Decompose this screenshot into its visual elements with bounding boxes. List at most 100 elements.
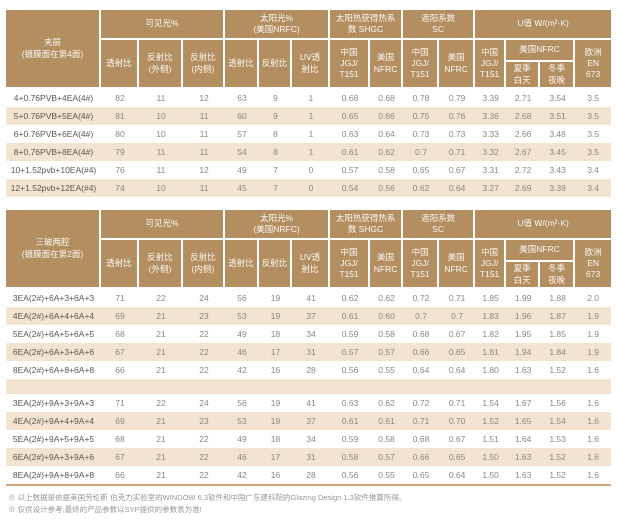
value-cell: 11 xyxy=(139,143,183,161)
value-cell: 34 xyxy=(306,329,316,339)
value-cell: 1.85 xyxy=(549,329,566,339)
value-cell: 1.6 xyxy=(587,434,600,444)
value-cell: 22 xyxy=(199,365,209,375)
value-cell: 56 xyxy=(237,398,247,408)
col-group-shgc: 太阳热获得热系 数 SHGC xyxy=(330,210,404,240)
value-cell: 0.71 xyxy=(448,398,466,408)
col-shgc-us: 美国 NFRC xyxy=(370,40,404,89)
value-cell: 21 xyxy=(156,329,166,339)
value-cell: 22 xyxy=(156,293,166,303)
value-cell: 1.96 xyxy=(506,307,541,325)
col-group-sc: 遮阳系数 SC xyxy=(403,10,476,40)
value-cell: 21 xyxy=(139,448,183,466)
value-cell: 0.73 xyxy=(412,129,430,139)
value-cell: 2.0 xyxy=(587,293,600,303)
value-cell: 66 xyxy=(115,365,125,375)
value-cell: 1.56 xyxy=(549,398,566,408)
value-cell: 0.73 xyxy=(448,129,466,139)
value-cell: 3.51 xyxy=(540,107,576,125)
value-cell: 11 xyxy=(183,179,226,197)
table-row: 5EA(2#)+6A+5+6A+5 68 21 22 49 18 34 0.59 0.58 0.6… xyxy=(6,325,611,343)
value-cell: 46 xyxy=(225,448,260,466)
col-group-u-value: U值 W/(m²·K) xyxy=(475,10,612,40)
value-cell: 0.76 xyxy=(439,107,476,125)
value-cell: 3.27 xyxy=(475,179,507,197)
value-cell: 3.5 xyxy=(587,129,600,139)
value-cell: 1.64 xyxy=(514,434,532,444)
row-group-title: 三玻两腔 (镀膜面在第2面) xyxy=(6,210,101,289)
table-row: 4EA(2#)+6A+4+6A+4 69 21 23 53 19 37 0.61 0.60 0.7… xyxy=(6,307,612,325)
value-cell: 3.5 xyxy=(575,143,612,161)
value-cell: 11 xyxy=(199,129,209,139)
col-group-visible-light: 可见光% xyxy=(101,10,226,40)
value-cell: 3.31 xyxy=(482,165,499,175)
table-row: 5+0.76PVB+5EA(4#) 81 10 11 60 9 1 0.65 0.66 0.75 0… xyxy=(6,107,612,125)
value-cell: 2.67 xyxy=(506,143,541,161)
row-label: 6EA(2#)+6A+3+6A+6 xyxy=(6,343,101,361)
value-cell: 24 xyxy=(199,398,209,408)
value-cell: 41 xyxy=(306,398,316,408)
value-cell: 8 xyxy=(259,143,293,161)
value-cell: 0.75 xyxy=(403,107,440,125)
row-label: 6EA(2#)+9A+3+9A+6 xyxy=(6,448,101,466)
value-cell: 1.99 xyxy=(514,293,532,303)
col-solar-transmittance: 透射比 xyxy=(225,240,260,289)
value-cell: 60 xyxy=(225,107,260,125)
value-cell: 0.68 xyxy=(412,434,430,444)
footnote-disclaimer: ※ 仅供设计参考,最终的产品参数以SYP提供的参数表为准! xyxy=(8,504,202,514)
value-cell: 0.62 xyxy=(378,293,395,303)
value-cell: 1.67 xyxy=(514,398,532,408)
col-u-europe: 欧洲 EN 673 xyxy=(575,240,612,289)
value-cell: 22 xyxy=(199,434,209,444)
value-cell: 0.55 xyxy=(378,365,395,375)
value-cell: 1 xyxy=(308,129,314,139)
value-cell: 1 xyxy=(292,107,331,125)
value-cell: 0.64 xyxy=(448,470,466,480)
value-cell: 9 xyxy=(273,93,278,103)
value-cell: 71 xyxy=(115,398,125,408)
value-cell: 1.87 xyxy=(540,307,576,325)
value-cell: 1.65 xyxy=(506,412,541,430)
value-cell: 1.6 xyxy=(587,470,600,480)
value-cell: 1.51 xyxy=(482,434,499,444)
table-body: 4+0.76PVB+4EA(4#) 82 11 12 63 9 1 0.68 0.68 0.78 0… xyxy=(6,89,612,197)
value-cell: 1.63 xyxy=(506,448,541,466)
row-label: 4EA(2#)+9A+4+9A+4 xyxy=(6,412,101,430)
value-cell: 0.67 xyxy=(448,329,466,339)
row-label: 8EA(2#)+9A+8+9A+8 xyxy=(12,470,95,480)
row-label: 3EA(2#)+6A+3+6A+3 xyxy=(12,293,95,303)
value-cell: 0.79 xyxy=(448,93,466,103)
col-shgc-china: 中国 JGJ/ T151 xyxy=(330,240,371,289)
value-cell: 16 xyxy=(270,365,281,375)
value-cell: 1.6 xyxy=(587,365,600,375)
value-cell: 1 xyxy=(308,93,314,103)
value-cell: 0.78 xyxy=(412,93,430,103)
value-cell: 19 xyxy=(270,293,281,303)
value-cell: 1.83 xyxy=(475,307,507,325)
value-cell: 12 xyxy=(199,93,209,103)
value-cell: 10 xyxy=(156,129,166,139)
value-cell: 21 xyxy=(139,307,183,325)
value-cell: 1.50 xyxy=(475,448,507,466)
value-cell: 10 xyxy=(139,179,183,197)
col-vis-transmittance: 透射比 xyxy=(101,240,139,289)
value-cell: 21 xyxy=(139,343,183,361)
value-cell: 1.52 xyxy=(540,448,576,466)
value-cell: 0.67 xyxy=(448,434,466,444)
value-cell: 1.80 xyxy=(482,365,499,375)
row-label: 4EA(2#)+6A+4+6A+4 xyxy=(6,307,101,325)
row-label: 4+0.76PVB+4EA(4#) xyxy=(13,93,94,103)
col-u-us-summer-day: 夏季 白天 xyxy=(506,62,541,89)
value-cell: 0.65 xyxy=(330,107,371,125)
value-cell: 56 xyxy=(237,293,247,303)
col-solar-transmittance: 透射比 xyxy=(225,40,260,89)
col-group-solar: 太阳光% (美国NRFC) xyxy=(225,10,331,40)
value-cell: 68 xyxy=(115,434,125,444)
value-cell: 0.68 xyxy=(341,93,359,103)
value-cell: 28 xyxy=(306,365,316,375)
value-cell: 0.66 xyxy=(370,107,404,125)
col-u-us-winter-night: 冬季 夜晚 xyxy=(540,262,576,289)
value-cell: 0.65 xyxy=(412,470,430,480)
table-row: 4+0.76PVB+4EA(4#) 82 11 12 63 9 1 0.68 0.68 0.78 0… xyxy=(6,89,611,107)
value-cell: 0.70 xyxy=(439,412,476,430)
